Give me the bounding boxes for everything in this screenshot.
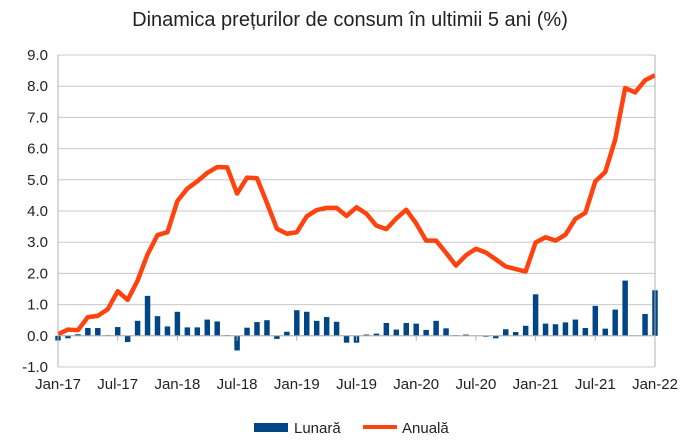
bar-lunara xyxy=(403,323,409,336)
bar-lunara xyxy=(124,335,131,343)
bar-lunara xyxy=(592,305,599,336)
bar-lunara xyxy=(622,280,628,336)
legend: Lunară Anuală xyxy=(254,420,449,437)
legend-swatch-anuala xyxy=(363,425,397,429)
x-tick-label: Jan-19 xyxy=(274,376,320,393)
bar-lunara xyxy=(323,317,330,336)
bar-lunara xyxy=(134,320,141,336)
bar-lunara xyxy=(264,320,270,336)
bar-lunara xyxy=(85,328,91,336)
x-tick-label: Jul-20 xyxy=(455,376,496,393)
bar-lunara xyxy=(65,335,71,339)
bar-lunara xyxy=(423,329,429,336)
y-tick-label: -1.0 xyxy=(22,359,48,376)
bar-lunara xyxy=(572,319,579,336)
chart-title: Dinamica prețurilor de consum în ultimii… xyxy=(132,9,568,31)
bar-lunara xyxy=(234,335,240,351)
x-tick-label: Jan-18 xyxy=(154,376,200,393)
y-tick-label: 9.0 xyxy=(27,47,48,64)
x-tick-label: Jul-17 xyxy=(97,376,138,393)
line-anuala xyxy=(57,73,657,337)
bar-lunara xyxy=(75,334,81,336)
x-tick-label: Jul-21 xyxy=(575,376,616,393)
bar-lunara xyxy=(363,334,370,336)
bar-lunara xyxy=(373,333,380,336)
y-tick-label: 0.0 xyxy=(27,328,48,345)
bar-lunara xyxy=(214,321,220,336)
bar-lunara xyxy=(254,322,260,336)
bar-lunara xyxy=(582,328,589,336)
bar-lunara xyxy=(333,321,340,336)
bar-lunara xyxy=(393,329,400,336)
y-tick-label: 8.0 xyxy=(27,78,48,95)
y-tick-label: 2.0 xyxy=(27,265,48,282)
bar-lunara xyxy=(433,320,439,336)
bar-lunara xyxy=(184,327,191,336)
x-tick-label: Jan-20 xyxy=(393,376,439,393)
y-tick-label: 6.0 xyxy=(27,141,48,158)
y-tick-label: 5.0 xyxy=(27,172,48,189)
x-tick-label: Jan-17 xyxy=(35,376,81,393)
bar-lunara xyxy=(532,294,539,336)
bar-lunara xyxy=(562,322,569,336)
bar-lunara xyxy=(313,320,320,336)
bar-lunara xyxy=(304,311,310,336)
bar-lunara xyxy=(95,328,101,336)
bar-lunara xyxy=(602,328,608,336)
bar-lunara xyxy=(204,319,210,336)
bar-lunara xyxy=(114,327,121,336)
bar-lunara xyxy=(343,335,350,343)
bar-lunara xyxy=(274,335,280,339)
bar-lunara xyxy=(522,325,529,336)
bar-lunara xyxy=(154,316,161,336)
y-tick-label: 3.0 xyxy=(27,234,48,251)
legend-label-lunara: Lunară xyxy=(294,420,341,437)
bar-lunara xyxy=(284,331,290,336)
bar-lunara xyxy=(244,327,250,336)
bar-lunara xyxy=(642,313,648,336)
bar-lunara xyxy=(383,323,390,336)
bar-lunara xyxy=(413,323,419,336)
x-tick-label: Jan-22 xyxy=(632,376,678,393)
x-tick-label: Jan-21 xyxy=(513,376,559,393)
legend-swatch-lunara xyxy=(254,423,288,432)
bar-lunara xyxy=(294,310,300,336)
bar-lunara xyxy=(144,295,151,336)
legend-label-anuala: Anuală xyxy=(402,420,449,437)
x-tick-label: Jul-18 xyxy=(217,376,258,393)
bar-lunara xyxy=(612,309,618,336)
bar-lunara xyxy=(164,326,171,336)
bar-lunara xyxy=(552,324,559,336)
bar-lunara xyxy=(463,334,469,336)
bar-lunara xyxy=(493,335,499,339)
y-tick-label: 7.0 xyxy=(27,109,48,126)
bar-lunara xyxy=(174,311,181,336)
bar-lunara xyxy=(194,327,201,336)
y-tick-label: 1.0 xyxy=(27,297,48,314)
y-tick-label: 4.0 xyxy=(27,203,48,220)
x-tick-label: Jul-19 xyxy=(336,376,377,393)
bar-lunara xyxy=(503,329,509,336)
bar-lunara xyxy=(542,323,549,336)
bar-lunara xyxy=(512,332,519,336)
bar-lunara xyxy=(443,328,449,336)
